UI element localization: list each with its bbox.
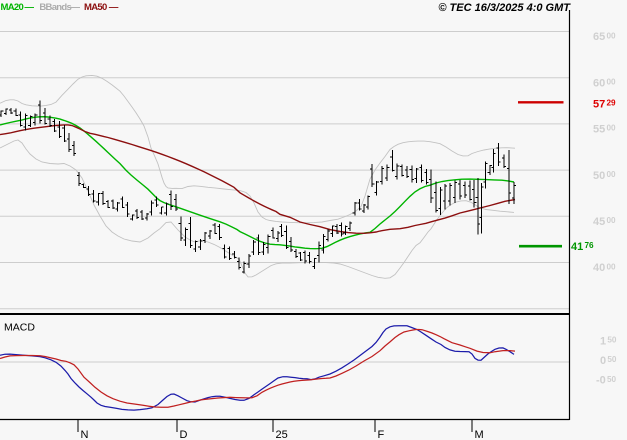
svg-text:4176: 4176 [571, 241, 594, 253]
svg-text:—: — [71, 2, 81, 13]
svg-text:—: — [25, 2, 35, 13]
svg-text:F: F [378, 429, 385, 440]
svg-text:BBands: BBands [39, 2, 71, 13]
svg-text:—: — [109, 2, 119, 13]
svg-text:6500: 6500 [593, 31, 616, 43]
svg-text:5000: 5000 [593, 170, 616, 182]
svg-text:-050: -050 [596, 375, 617, 387]
svg-text:150: 150 [600, 335, 617, 347]
svg-text:MA50: MA50 [84, 2, 107, 13]
svg-text:4000: 4000 [593, 262, 616, 274]
svg-text:050: 050 [600, 355, 617, 367]
svg-text:25: 25 [276, 429, 288, 440]
svg-text:5729: 5729 [593, 99, 616, 111]
svg-text:4500: 4500 [593, 216, 616, 228]
svg-text:© TEC 16/3/2025 4:0 GMT: © TEC 16/3/2025 4:0 GMT [438, 2, 571, 14]
svg-text:5500: 5500 [593, 124, 616, 136]
svg-text:MA20: MA20 [1, 2, 24, 13]
svg-text:6000: 6000 [593, 77, 616, 89]
svg-text:N: N [81, 429, 89, 440]
svg-text:MACD: MACD [4, 322, 35, 334]
svg-text:D: D [180, 429, 188, 440]
svg-text:M: M [475, 429, 484, 440]
